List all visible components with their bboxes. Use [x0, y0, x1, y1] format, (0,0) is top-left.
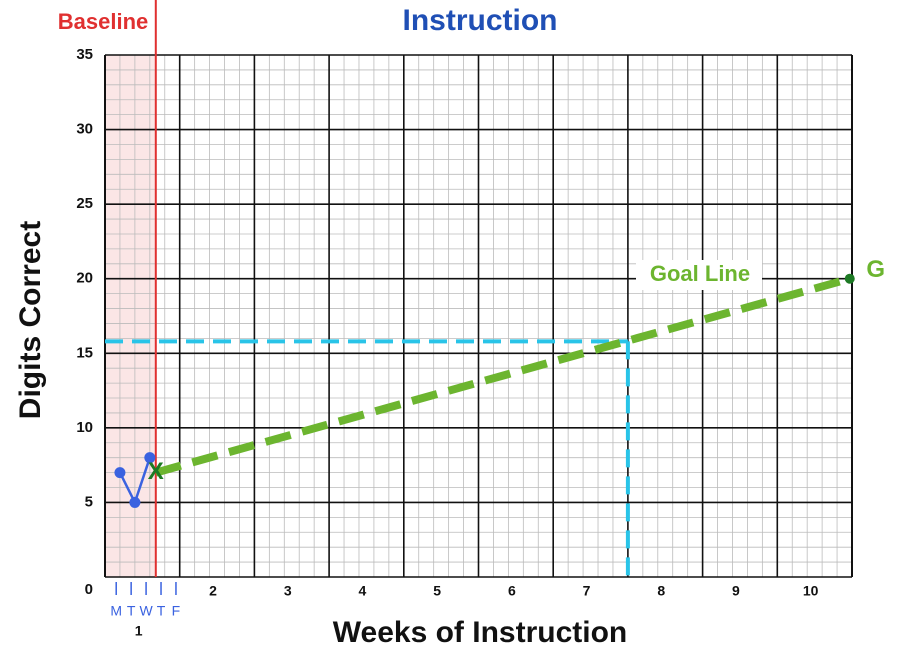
x-tick-label: 10 [803, 583, 819, 599]
data-point [144, 452, 156, 464]
day-label: W [139, 603, 153, 619]
x-tick-label: 1 [135, 623, 143, 639]
data-point [114, 467, 126, 479]
goal-line [154, 274, 851, 477]
x-tick-label: 4 [359, 583, 367, 599]
goal-label: Goal Line [650, 261, 750, 286]
x-tick-label: 2 [209, 583, 217, 599]
x-tick-label: 9 [732, 583, 740, 599]
x-tick-label: 3 [284, 583, 292, 599]
day-label: M [110, 603, 122, 619]
baseline-zone [105, 55, 156, 577]
baseline-label: Baseline [58, 9, 149, 34]
day-label: T [127, 603, 136, 619]
start-label: X [148, 458, 164, 485]
y-tick-label: 5 [85, 493, 93, 510]
data-point [129, 496, 141, 508]
y-tick-label: 0 [85, 581, 93, 598]
y-axis-label: Digits Correct [14, 221, 47, 419]
y-tick-label: 15 [76, 344, 93, 361]
x-tick-label: 6 [508, 583, 516, 599]
x-tick-label: 5 [433, 583, 441, 599]
y-tick-label: 25 [76, 195, 93, 212]
chart-title: Instruction [403, 4, 558, 37]
y-tick-label: 10 [76, 419, 93, 436]
goal-label-bg [636, 260, 762, 290]
x-tick-label: 7 [583, 583, 591, 599]
y-tick-label: 30 [76, 121, 93, 138]
x-axis-label: Weeks of Instruction [333, 616, 628, 649]
day-label: F [172, 603, 181, 619]
y-tick-label: 20 [76, 270, 93, 287]
x-tick-label: 8 [657, 583, 665, 599]
y-tick-label: 35 [76, 46, 93, 63]
goal-point [844, 273, 855, 284]
end-label: G [866, 256, 885, 283]
day-label: T [157, 603, 166, 619]
